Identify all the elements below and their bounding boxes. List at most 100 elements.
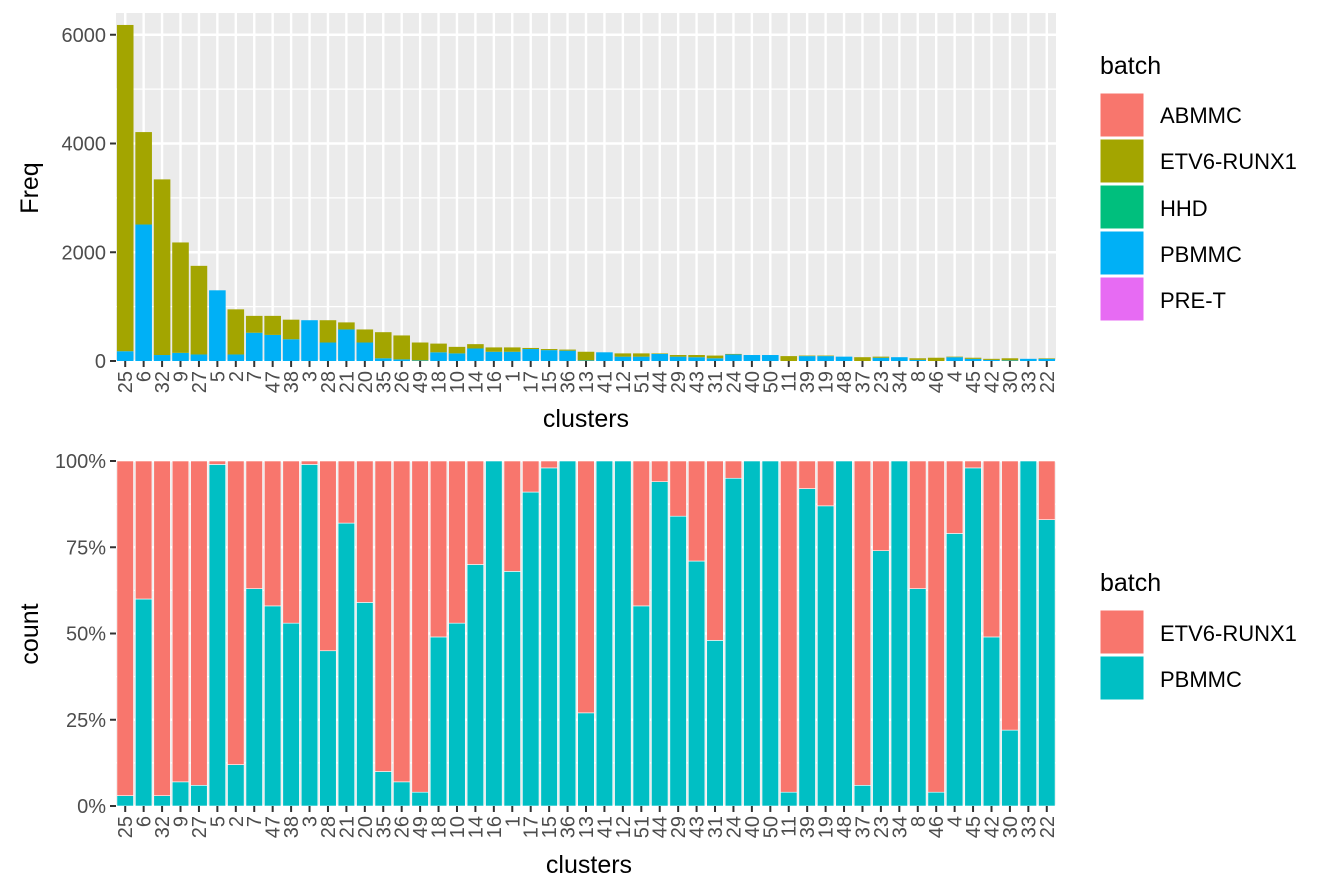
- bar-etv6-runx1-cluster-32: [153, 460, 171, 796]
- bar-pbmmc-cluster-7: [245, 332, 263, 361]
- x-tick-label: 25: [115, 371, 137, 393]
- x-tick-label: 3: [300, 816, 322, 827]
- bar-pbmmc-cluster-38: [282, 622, 300, 807]
- bar-etv6-runx1-cluster-26: [393, 460, 411, 783]
- x-tick-label: 25: [115, 816, 137, 838]
- top-legend-title: batch: [1100, 52, 1161, 80]
- bar-etv6-runx1-cluster-38: [282, 319, 300, 340]
- x-tick-label: 41: [594, 816, 616, 838]
- y-tick-label: 100%: [55, 451, 106, 473]
- x-tick-label: 5: [207, 371, 229, 382]
- x-tick-label: 35: [373, 371, 395, 393]
- bar-etv6-runx1-cluster-11: [780, 356, 798, 361]
- bar-pbmmc-cluster-44: [651, 353, 669, 361]
- bar-etv6-runx1-cluster-47: [264, 315, 281, 335]
- bar-pbmmc-cluster-3: [301, 320, 318, 361]
- bar-pbmmc-cluster-18: [429, 636, 448, 807]
- bar-pbmmc-cluster-10: [448, 353, 466, 361]
- bar-etv6-runx1-cluster-21: [338, 322, 355, 330]
- x-tick-label: 18: [429, 816, 451, 838]
- bar-pbmmc-cluster-24: [725, 354, 742, 361]
- bar-etv6-runx1-cluster-49: [411, 342, 429, 361]
- x-tick-label: 42: [981, 816, 1003, 838]
- x-tick-label: 14: [465, 371, 487, 393]
- bar-etv6-runx1-cluster-24: [724, 460, 743, 479]
- x-tick-label: 23: [871, 816, 893, 838]
- bar-pbmmc-cluster-5: [208, 464, 226, 807]
- bar-pbmmc-cluster-40: [743, 460, 761, 807]
- bar-etv6-runx1-cluster-37: [853, 460, 872, 786]
- x-tick-label: 44: [650, 816, 672, 838]
- bar-pbmmc-cluster-49: [411, 791, 429, 807]
- x-tick-label: 45: [963, 816, 985, 838]
- bar-pbmmc-cluster-9: [171, 781, 190, 807]
- x-tick-label: 38: [281, 371, 303, 393]
- bar-etv6-runx1-cluster-26: [393, 335, 410, 360]
- legend-label-etv6-runx1: ETV6-RUNX1: [1160, 621, 1297, 646]
- x-tick-label: 14: [465, 816, 487, 838]
- x-tick-label: 38: [281, 816, 303, 838]
- bar-etv6-runx1-cluster-51: [632, 460, 650, 607]
- bar-pbmmc-cluster-51: [633, 356, 650, 361]
- x-tick-label: 24: [723, 816, 745, 838]
- bar-pbmmc-cluster-39: [798, 356, 816, 361]
- x-tick-label: 13: [576, 371, 598, 393]
- bar-etv6-runx1-cluster-14: [466, 460, 485, 565]
- x-tick-label: 4: [945, 371, 967, 382]
- bar-etv6-runx1-cluster-42: [983, 358, 1000, 360]
- bar-etv6-runx1-cluster-30: [1001, 460, 1019, 731]
- x-tick-label: 26: [392, 371, 414, 393]
- x-tick-label: 22: [1037, 371, 1059, 393]
- bar-pbmmc-cluster-51: [632, 605, 650, 807]
- bar-etv6-runx1-cluster-3: [300, 460, 319, 465]
- bar-pbmmc-cluster-47: [264, 334, 281, 361]
- x-tick-label: 1: [502, 371, 524, 382]
- y-tick-label: 0%: [77, 796, 106, 818]
- bar-etv6-runx1-cluster-23: [872, 460, 890, 551]
- bar-pbmmc-cluster-18: [430, 352, 447, 361]
- bar-pbmmc-cluster-6: [135, 598, 153, 807]
- x-tick-label: 29: [668, 816, 690, 838]
- bar-etv6-runx1-cluster-20: [356, 329, 374, 343]
- bar-etv6-runx1-cluster-18: [430, 343, 447, 353]
- bar-etv6-runx1-cluster-12: [614, 353, 632, 357]
- legend-key-abmmc: [1099, 92, 1145, 138]
- x-tick-label: 50: [760, 371, 782, 393]
- x-tick-label: 46: [926, 816, 948, 838]
- bar-pbmmc-cluster-17: [522, 491, 540, 807]
- bar-etv6-runx1-cluster-31: [706, 355, 724, 359]
- x-tick-label: 31: [705, 371, 727, 393]
- x-tick-label: 8: [908, 816, 930, 827]
- bar-etv6-runx1-cluster-49: [411, 460, 429, 793]
- bar-etv6-runx1-cluster-25: [116, 460, 134, 796]
- bar-etv6-runx1-cluster-13: [577, 460, 595, 714]
- bar-etv6-runx1-cluster-16: [485, 347, 503, 352]
- legend-label-pbmmc: PBMMC: [1160, 242, 1242, 267]
- bar-etv6-runx1-cluster-15: [540, 349, 558, 351]
- x-tick-label: 49: [410, 371, 432, 393]
- bottom-panel: 0%25%50%75%100%2563292752747383282120352…: [55, 451, 1059, 838]
- x-tick-label: 12: [613, 816, 635, 838]
- bar-etv6-runx1-cluster-13: [577, 351, 595, 361]
- x-tick-label: 32: [152, 816, 174, 838]
- bar-pbmmc-cluster-13: [577, 360, 595, 361]
- bar-etv6-runx1-cluster-18: [429, 460, 448, 638]
- bar-etv6-runx1-cluster-17: [522, 460, 540, 493]
- x-tick-label: 7: [244, 816, 266, 827]
- y-tick-label: 50%: [66, 624, 106, 646]
- x-tick-label: 2: [226, 816, 248, 827]
- bar-etv6-runx1-cluster-39: [798, 460, 816, 489]
- x-tick-label: 49: [410, 816, 432, 838]
- bar-pbmmc-cluster-45: [964, 358, 982, 361]
- bar-pbmmc-cluster-20: [356, 602, 374, 807]
- y-tick-label: 6000: [62, 25, 107, 47]
- bar-etv6-runx1-cluster-14: [467, 344, 484, 349]
- y-tick-label: 0: [95, 351, 106, 373]
- bar-etv6-runx1-cluster-23: [872, 356, 890, 358]
- bar-pbmmc-cluster-12: [614, 356, 632, 361]
- bar-etv6-runx1-cluster-25: [116, 24, 134, 352]
- bar-pbmmc-cluster-5: [209, 290, 226, 361]
- legend-key-pbmmc: [1099, 230, 1145, 276]
- x-tick-label: 19: [816, 816, 838, 838]
- x-tick-label: 28: [318, 371, 340, 393]
